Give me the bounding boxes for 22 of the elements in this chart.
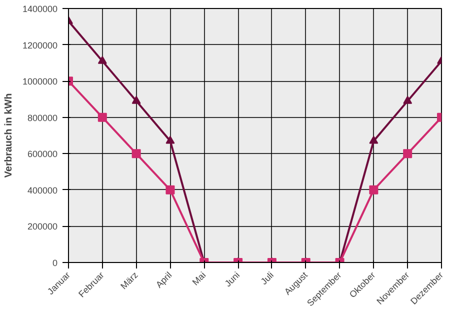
y-axis-title: Verbrauch in kWh xyxy=(3,93,14,178)
point xyxy=(369,185,378,194)
y-tick-label: 800000 xyxy=(27,112,58,123)
y-tick-label: 1400000 xyxy=(22,4,58,14)
y-tick-label: 1200000 xyxy=(22,40,58,50)
x-tick-label: Mai xyxy=(190,270,208,288)
point xyxy=(132,96,141,104)
point xyxy=(132,149,141,158)
y-tick-label: 0 xyxy=(52,258,58,268)
point xyxy=(166,185,175,194)
point xyxy=(369,136,378,144)
point xyxy=(98,112,107,122)
point xyxy=(403,149,412,158)
y-tick-label: 200000 xyxy=(27,222,58,232)
x-tick-label: Juni xyxy=(222,270,242,289)
y-tick-label: 400000 xyxy=(27,185,58,196)
point xyxy=(166,136,175,144)
y-tick-label: 600000 xyxy=(27,149,58,160)
x-tick-label: Juli xyxy=(258,270,276,287)
point xyxy=(403,96,412,104)
y-tick-label: 1000000 xyxy=(22,76,58,87)
point xyxy=(98,56,107,64)
